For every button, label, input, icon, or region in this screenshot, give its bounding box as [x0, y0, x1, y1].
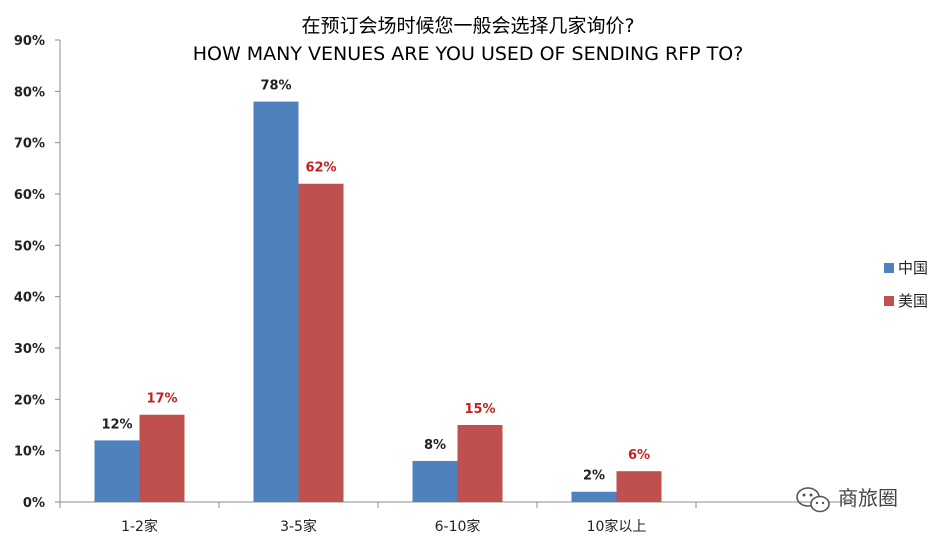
y-tick-label: 20%: [14, 393, 45, 408]
data-label: 2%: [583, 469, 605, 484]
legend-swatch: [884, 296, 894, 306]
wechat-icon: [796, 487, 830, 513]
y-tick-label: 70%: [14, 137, 45, 152]
legend-label: 中国: [898, 259, 928, 277]
bar-china: [571, 491, 617, 502]
bar-china: [412, 460, 458, 502]
bar-usa: [616, 471, 662, 502]
x-tick-label: 3-5家: [280, 518, 317, 535]
legend-swatch: [884, 263, 894, 273]
y-tick-label: 10%: [14, 445, 45, 460]
y-tick-label: 40%: [14, 291, 45, 306]
data-label: 15%: [464, 402, 495, 417]
bar-china: [253, 101, 299, 502]
legend-label: 美国: [898, 292, 928, 310]
x-tick-label: 10家以上: [587, 518, 647, 535]
y-tick-label: 30%: [14, 342, 45, 357]
chart-subtitle: HOW MANY VENUES ARE YOU USED OF SENDING …: [193, 43, 744, 65]
data-label: 6%: [628, 448, 650, 463]
y-tick-label: 90%: [14, 34, 45, 49]
bar-china: [94, 440, 140, 502]
x-tick-label: 1-2家: [121, 518, 158, 535]
y-tick-label: 80%: [14, 85, 45, 100]
bar-usa: [298, 183, 344, 502]
watermark-text: 商旅圈: [838, 486, 898, 510]
y-tick-label: 0%: [23, 496, 45, 511]
data-label: 17%: [146, 392, 177, 407]
bar-usa: [139, 414, 185, 502]
data-label: 62%: [305, 161, 336, 176]
bars: [94, 101, 662, 502]
data-labels: 12% 78% 8% 2% 17% 62% 15% 6%: [101, 79, 650, 484]
axes: 0% 10% 20% 30% 40% 50% 60% 70% 80% 90% 1-2家 3-5家 6-1…: [14, 34, 856, 535]
x-tick-label: 6-10家: [435, 518, 481, 535]
bar-usa: [457, 425, 503, 502]
watermark: 商旅圈: [796, 486, 898, 513]
data-label: 8%: [424, 438, 446, 453]
data-label: 12%: [101, 417, 132, 432]
chart-title: 在预订会场时候您一般会选择几家询价?: [301, 15, 634, 37]
y-tick-label: 50%: [14, 239, 45, 254]
data-label: 78%: [260, 79, 291, 94]
y-tick-label: 60%: [14, 188, 45, 203]
